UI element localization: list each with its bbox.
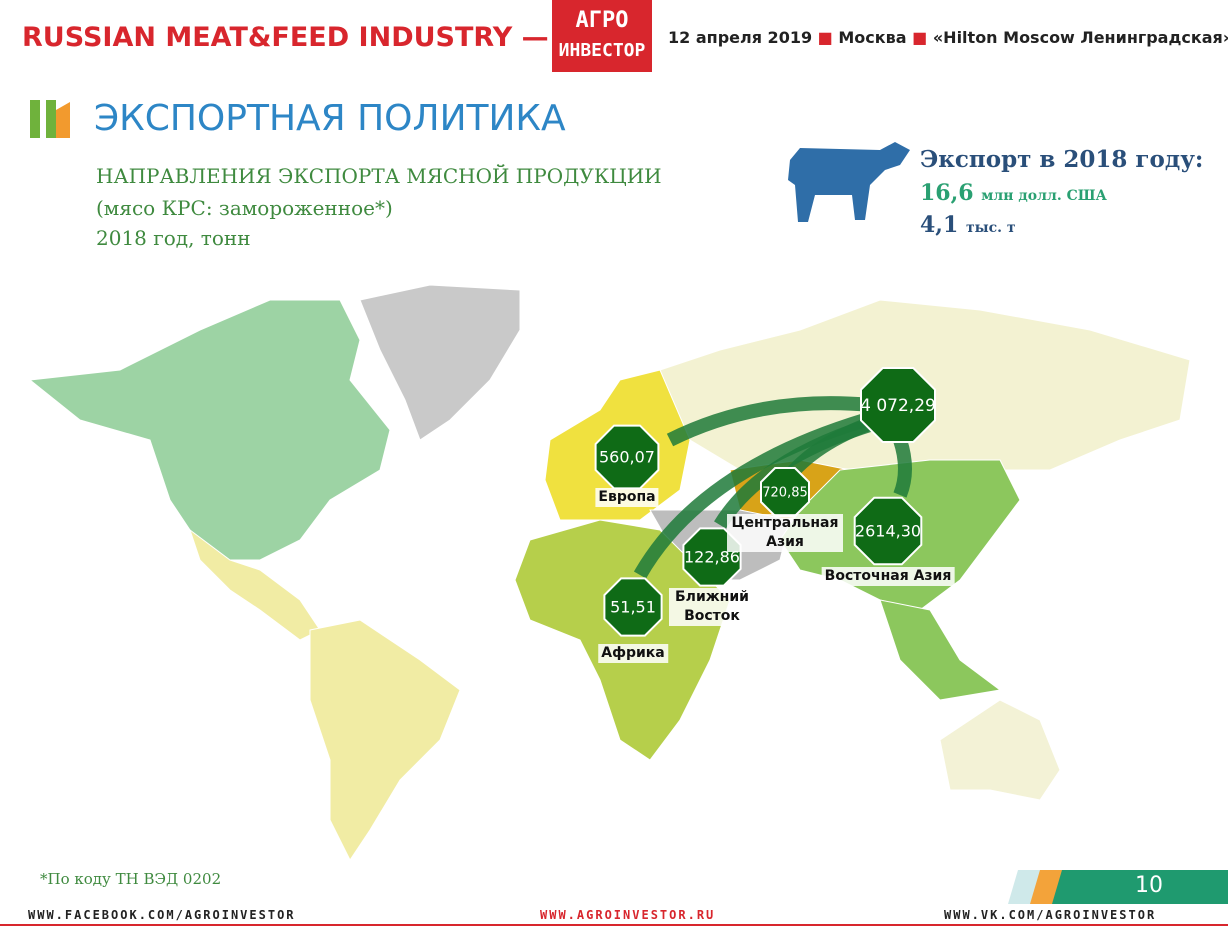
footer-link[interactable]: WWW.VK.COM/AGROINVESTOR — [944, 908, 1157, 922]
brand-icon — [30, 100, 56, 138]
date: 12 апреля 2019 — [668, 28, 813, 47]
unit: млн долл. США — [981, 188, 1107, 204]
badge-value: 560,07 — [599, 448, 655, 467]
south-america — [309, 619, 461, 861]
region-label: Центральная Азия — [727, 514, 843, 552]
slide-title: ЭКСПОРТНАЯ ПОЛИТИКА — [94, 98, 566, 139]
badge-value: 720,85 — [762, 486, 808, 501]
value: 16,6 — [920, 180, 974, 206]
badge-value: 122,86 — [684, 548, 740, 567]
badge — [853, 496, 923, 566]
footnote: *По коду ТН ВЭД 0202 — [40, 870, 222, 888]
badges: 4 072,29 560,07 720,85 2614,30 122,86 51,51 — [594, 367, 936, 637]
australia — [939, 699, 1061, 801]
unit: тыс. т — [965, 220, 1016, 236]
north-america — [28, 299, 391, 561]
page-number-box — [1008, 870, 1228, 904]
cow-icon — [788, 142, 910, 222]
page-number: 10 — [1135, 873, 1163, 898]
region-label: Европа — [595, 488, 659, 507]
subtitle: (мясо КРС: замороженное*) — [96, 196, 393, 220]
logo-bottom: ИНВЕСТОР — [558, 40, 646, 61]
summary-money: 16,6 млн долл. США — [920, 180, 1107, 206]
badge-value: 4 072,29 — [860, 396, 936, 416]
value: 4,1 — [920, 212, 959, 238]
summary-heading: Экспорт в 2018 году: — [920, 146, 1204, 173]
venue: «Hilton Moscow Ленинградская» — [932, 28, 1228, 47]
brand-icon-accent — [56, 102, 70, 138]
city: Москва — [838, 28, 907, 47]
badge-value: 51,51 — [610, 598, 656, 617]
summary-volume: 4,1 тыс. т — [920, 212, 1016, 238]
greenland — [359, 284, 521, 441]
region-label: Восточная Азия — [821, 567, 955, 586]
event-title: RUSSIAN MEAT&FEED INDUSTRY — 2019 — [22, 22, 634, 53]
badge — [603, 577, 663, 637]
logo-top: АГРО — [575, 8, 629, 33]
footer-link[interactable]: WWW.AGROINVESTOR.RU — [540, 908, 716, 922]
badge-value: 2614,30 — [855, 522, 921, 541]
south-east-asia — [879, 599, 1002, 701]
badge — [860, 367, 936, 443]
subtitle: 2018 год, тонн — [96, 226, 251, 250]
subtitle: НАПРАВЛЕНИЯ ЭКСПОРТА МЯСНОЙ ПРОДУКЦИИ — [96, 164, 662, 188]
event-info: 12 апреля 2019 ■ Москва ■ «Hilton Moscow… — [668, 28, 1228, 47]
arrow — [893, 437, 912, 498]
region-label: Африка — [598, 644, 668, 663]
arrow — [666, 396, 871, 447]
footer-link[interactable]: WWW.FACEBOOK.COM/AGROINVESTOR — [28, 908, 296, 922]
region-label: Ближний Восток — [669, 588, 755, 626]
arrow — [633, 413, 868, 579]
arrows — [633, 396, 912, 579]
logo: АГРО ИНВЕСТОР — [552, 0, 652, 72]
continents — [28, 284, 1191, 861]
